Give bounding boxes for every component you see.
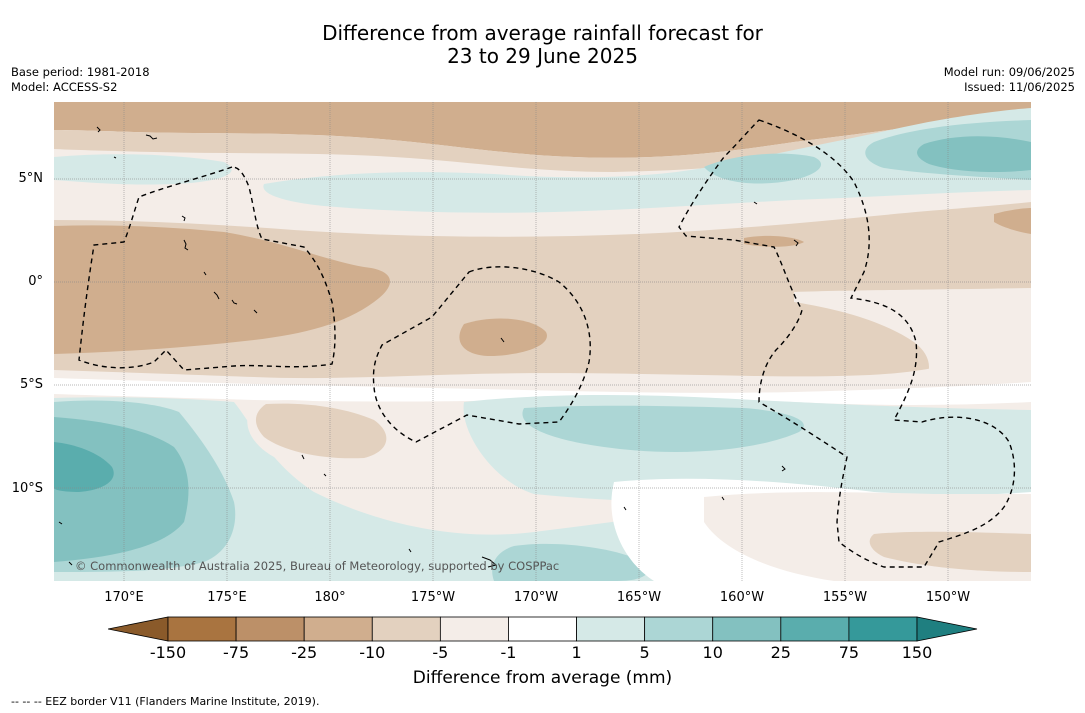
- colorbar-cell: [644, 616, 714, 642]
- rainfall-anomaly-map: [54, 102, 1031, 581]
- lon-label-180: 180°: [314, 590, 346, 605]
- colorbar-tick-label: -10: [359, 643, 386, 662]
- colorbar-cell: [303, 616, 373, 642]
- lon-label-175e: 175°E: [207, 590, 247, 605]
- colorbar-cell: [235, 616, 305, 642]
- colorbar-cell: [848, 616, 918, 642]
- lon-label-170w: 170°W: [513, 590, 559, 605]
- lon-label-175w: 175°W: [410, 590, 456, 605]
- colorbar-tick-label: 75: [838, 643, 860, 662]
- colorbar-cell: [167, 616, 237, 642]
- base-period: Base period: 1981-2018: [11, 65, 150, 79]
- colorbar-tick-label: -1: [500, 643, 517, 662]
- lat-label-5s: 5°S: [19, 377, 43, 392]
- colorbar-tick-label: -150: [149, 643, 187, 662]
- copyright-notice: © Commonwealth of Australia 2025, Bureau…: [75, 559, 560, 573]
- issued-date: Issued: 11/06/2025: [964, 80, 1075, 94]
- lon-label-150w: 150°W: [925, 590, 971, 605]
- colorbar-cell: [508, 616, 577, 642]
- colorbar-cell: [712, 616, 782, 642]
- lat-label-10s: 10°S: [11, 481, 43, 496]
- colorbar-cell: [780, 616, 850, 642]
- lon-label-170e: 170°E: [104, 590, 144, 605]
- colorbar-cell: [371, 616, 441, 642]
- colorbar-tick-label: 10: [702, 643, 723, 662]
- model-name: Model: ACCESS-S2: [11, 80, 118, 94]
- lon-label-165w: 165°W: [616, 590, 662, 605]
- map-title-line2: 23 to 29 June 2025: [447, 44, 638, 68]
- model-run: Model run: 09/06/2025: [943, 65, 1075, 79]
- map-title-line1: Difference from average rainfall forecas…: [322, 21, 763, 45]
- colorbar-tick-label: 1: [571, 643, 582, 662]
- lon-label-155w: 155°W: [822, 590, 868, 605]
- lat-label-0: 0°: [28, 274, 43, 289]
- colorbar-tick-label: -25: [291, 643, 318, 662]
- colorbar-tick-label: -5: [432, 643, 449, 662]
- colorbar-high-arrow: [916, 616, 978, 642]
- eez-legend: -- -- -- EEZ border V11 (Flanders Marine…: [11, 695, 320, 708]
- lat-label-5n: 5°N: [18, 171, 44, 186]
- colorbar-cell: [576, 616, 646, 642]
- colorbar-tick-label: 25: [770, 643, 791, 662]
- colorbar-tick-label: 5: [639, 643, 650, 662]
- colorbar-tick-label: -75: [223, 643, 250, 662]
- colorbar-title: Difference from average (mm): [412, 668, 673, 688]
- colorbar-cell: [439, 616, 509, 642]
- colorbar: [108, 616, 978, 642]
- lon-label-160w: 160°W: [719, 590, 765, 605]
- colorbar-low-arrow: [108, 616, 169, 642]
- colorbar-tick-label: 150: [901, 643, 933, 662]
